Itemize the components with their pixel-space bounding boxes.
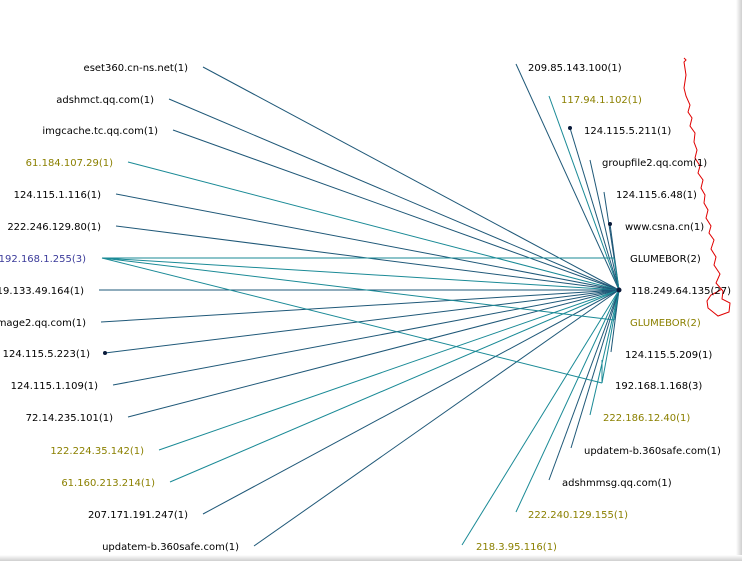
edge-left-8 bbox=[100, 289, 620, 323]
node-label-right-11[interactable]: updatem-b.360safe.com(1) bbox=[584, 446, 721, 457]
edge-right-12 bbox=[548, 289, 620, 481]
node-label-left-13[interactable]: 61.160.213.214(1) bbox=[61, 478, 155, 489]
node-dot-right-2 bbox=[568, 126, 572, 130]
edge-left-12 bbox=[158, 289, 620, 451]
frame-bottom-edge bbox=[0, 555, 742, 561]
node-label-right-10[interactable]: 222.186.12.40(1) bbox=[603, 413, 690, 424]
trace-layer bbox=[683, 57, 731, 317]
hub-node[interactable]: 118.249.64.135(27) bbox=[616, 286, 732, 297]
node-label-left-14[interactable]: 207.171.191.247(1) bbox=[88, 510, 188, 521]
edge-right-2 bbox=[569, 127, 620, 291]
node-dot-layer bbox=[103, 126, 612, 355]
node-label-left-9[interactable]: 124.115.5.223(1) bbox=[3, 349, 90, 360]
edge-right-14 bbox=[461, 289, 620, 546]
node-label-left-6[interactable]: 192.168.1.255(3) bbox=[0, 254, 86, 265]
node-label-right-9[interactable]: 192.168.1.168(3) bbox=[615, 381, 702, 392]
node-label-left-11[interactable]: 72.14.235.101(1) bbox=[26, 413, 113, 424]
edge-cross-255-168 bbox=[101, 257, 603, 384]
node-label-right-12[interactable]: adshmmsg.qq.com(1) bbox=[562, 478, 672, 489]
node-label-right-13[interactable]: 222.240.129.155(1) bbox=[528, 510, 628, 521]
node-label-left-12[interactable]: 122.224.35.142(1) bbox=[50, 446, 144, 457]
edge-layer bbox=[99, 63, 620, 547]
node-label-right-8[interactable]: 124.115.5.209(1) bbox=[625, 350, 712, 361]
node-label-left-2[interactable]: imgcache.tc.qq.com(1) bbox=[42, 126, 158, 137]
edge-right-0 bbox=[515, 63, 620, 291]
node-label-right-1[interactable]: 117.94.1.102(1) bbox=[561, 95, 642, 106]
frame-right-edge bbox=[736, 0, 742, 561]
edge-right-10 bbox=[589, 289, 620, 416]
red-trace-path bbox=[683, 57, 731, 317]
edge-left-2 bbox=[172, 129, 620, 291]
node-label-left-7[interactable]: 19.133.49.164(1) bbox=[0, 286, 84, 297]
edge-right-6 bbox=[613, 257, 620, 291]
node-label-right-7[interactable]: GLUMEBOR(2) bbox=[630, 318, 701, 329]
node-label-left-1[interactable]: adshmct.qq.com(1) bbox=[56, 95, 154, 106]
label-layer: eset360.cn-ns.net(1) adshmct.qq.com(1) img… bbox=[0, 63, 721, 553]
hub-dot bbox=[616, 287, 622, 293]
node-label-right-5[interactable]: www.csna.cn(1) bbox=[625, 222, 704, 233]
node-label-right-4[interactable]: 124.115.6.48(1) bbox=[616, 190, 697, 201]
edge-left-3 bbox=[127, 161, 620, 291]
node-label-left-4[interactable]: 124.115.1.116(1) bbox=[14, 190, 101, 201]
edge-right-3 bbox=[589, 159, 620, 291]
edge-left-13 bbox=[169, 289, 620, 483]
edge-left-10 bbox=[112, 289, 620, 386]
edge-left-14 bbox=[202, 289, 620, 515]
node-label-left-5[interactable]: 222.246.129.80(1) bbox=[7, 222, 101, 233]
node-label-left-3[interactable]: 61.184.107.29(1) bbox=[26, 158, 113, 169]
edge-right-8 bbox=[610, 289, 620, 353]
edge-left-4 bbox=[115, 193, 620, 291]
node-label-right-3[interactable]: groupfile2.qq.com(1) bbox=[602, 158, 707, 169]
edge-left-9 bbox=[104, 289, 620, 354]
edge-right-11 bbox=[570, 289, 620, 449]
edge-right-9 bbox=[601, 289, 620, 384]
node-label-right-6[interactable]: GLUMEBOR(2) bbox=[630, 254, 701, 265]
node-label-left-8[interactable]: mage2.qq.com(1) bbox=[0, 318, 86, 329]
edge-left-0 bbox=[202, 66, 620, 291]
node-label-right-0[interactable]: 209.85.143.100(1) bbox=[528, 63, 622, 74]
node-label-left-0[interactable]: eset360.cn-ns.net(1) bbox=[84, 63, 189, 74]
hub-label: 118.249.64.135(27) bbox=[631, 286, 731, 297]
node-label-right-2[interactable]: 124.115.5.211(1) bbox=[584, 126, 671, 137]
edge-left-15 bbox=[253, 289, 620, 547]
edge-right-13 bbox=[515, 289, 620, 513]
edge-left-6 bbox=[101, 257, 620, 291]
node-dot-left-9 bbox=[103, 351, 107, 355]
node-dot-right-5 bbox=[608, 222, 612, 226]
node-label-left-15[interactable]: updatem-b.360safe.com(1) bbox=[102, 542, 239, 553]
edge-cross-255-glumebor bbox=[101, 257, 615, 321]
node-label-left-10[interactable]: 124.115.1.109(1) bbox=[11, 381, 98, 392]
edge-left-11 bbox=[127, 289, 620, 418]
node-label-right-14[interactable]: 218.3.95.116(1) bbox=[476, 542, 557, 553]
